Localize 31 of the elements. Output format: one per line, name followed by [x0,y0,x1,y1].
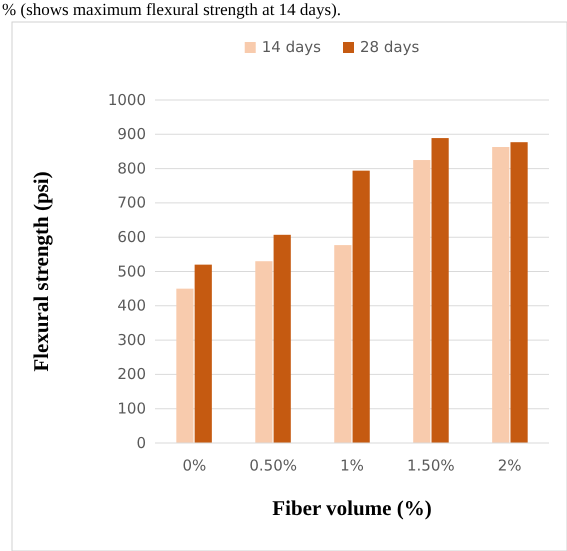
x-tick-label: 0.50% [249,456,298,475]
y-tick-label: 500 [117,262,146,280]
bar [176,288,194,443]
y-tick-label: 100 [117,400,146,418]
y-tick-label: 1000 [108,90,146,109]
y-tick-label: 200 [117,365,146,384]
bar [274,234,291,443]
legend-label: 28 days [360,38,420,56]
y-tick-label: 300 [117,330,146,349]
x-tick-label: 1% [340,456,364,475]
bar [352,170,370,443]
y-tick-label: 400 [117,296,146,315]
bar [413,160,430,443]
bar [255,261,272,443]
y-tick-label: 0 [136,434,146,452]
bar [492,146,510,443]
bar [510,142,528,443]
bar [334,245,352,443]
bar [194,264,212,443]
x-tick-label: 2% [498,456,522,475]
y-axis-title: Flexural strength (psi) [29,171,53,372]
x-tick-label: 0% [182,456,206,475]
x-axis-title: Fiber volume (%) [272,496,432,520]
y-tick-label: 700 [117,194,146,212]
y-tick-label: 600 [117,228,146,246]
text: % (shows maximum flexural strength at 14 days). [2,0,341,19]
x-tick-label: 1.50% [406,456,455,475]
legend-label: 14 days [262,38,322,56]
bar [432,138,449,443]
y-tick-label: 900 [117,125,146,144]
y-tick-label: 800 [117,159,146,178]
